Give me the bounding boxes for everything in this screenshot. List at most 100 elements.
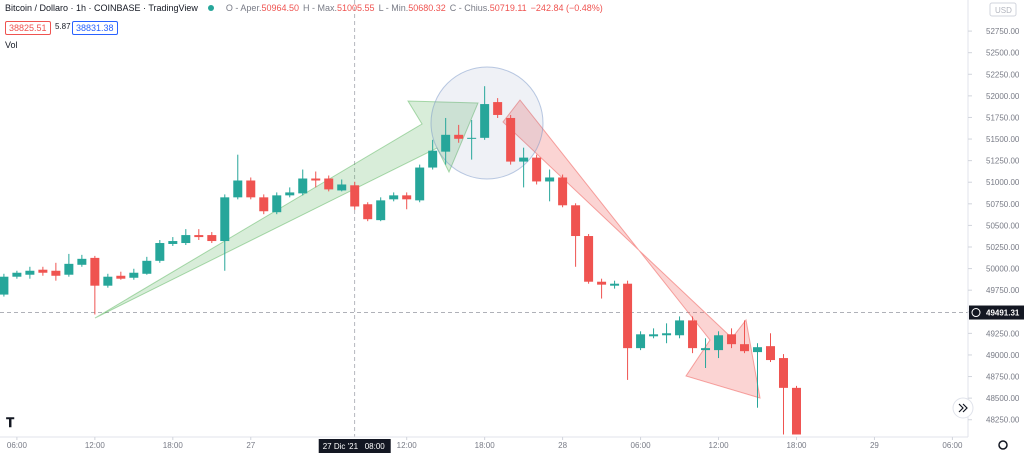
price-label-icon [971,308,981,318]
candle-body [272,195,282,213]
x-tick-label: 12:00 [397,441,418,450]
candle-body [259,197,269,212]
candle-body [324,178,334,190]
sell-button[interactable]: 38825.51 [5,21,51,35]
legend-label: L - Min. [378,3,409,13]
candle-body [12,272,22,277]
candle-body [714,335,724,351]
candle-body [532,157,542,182]
y-tick-label: 52000.00 [986,92,1020,101]
legend-value: 50964.50 [261,3,299,13]
candle-body [25,270,35,275]
indicator-label: Vol [5,40,18,50]
status-dot [207,5,214,11]
x-tick-label: 12:00 [709,441,730,450]
scroll-icon [958,403,968,413]
candle-body [220,197,230,242]
tv-logo: 𝐓 [6,415,15,430]
legend-label: O - Aper. [225,3,262,13]
candle-body [778,358,788,388]
legend-value: 50680.32 [408,3,446,13]
candle-body [428,150,438,168]
candle-body [467,137,477,139]
crosshair-date: 27 Dic '21 [323,442,359,451]
y-tick-label: 50750.00 [986,200,1020,209]
price-label-bg [969,305,1024,320]
x-tick-label: 12:00 [85,441,106,450]
candle-body [155,243,165,261]
y-tick-label: 52750.00 [986,27,1020,36]
candle-body [233,180,243,198]
symbol-title: Bitcoin / Dollaro · 1h · COINBASE · Trad… [5,3,198,13]
y-tick-label: 51000.00 [986,178,1020,187]
legend-value: 51005.55 [337,3,375,13]
legend-change: −242.84 (−0.48%) [530,3,603,13]
candle-body [480,104,490,138]
candle-body [0,276,9,295]
crosshair-time: 08:00 [365,442,386,451]
candle-body [51,270,61,276]
candle-body [311,178,321,181]
candle-body [350,185,360,207]
candle-body [168,241,178,244]
candle-body [90,257,100,286]
x-tick-label: 18:00 [163,441,184,450]
candle-body [662,333,672,336]
candle-body [558,177,568,206]
candle-body [103,276,113,286]
settings-icon[interactable] [998,440,1008,450]
currency-box: USD [989,2,1017,17]
x-tick-label: 28 [558,441,567,450]
candle-body [246,180,256,198]
candle-body [610,283,620,286]
candle-body [688,320,698,349]
price-label: 49491.31 [986,309,1020,318]
buy-button[interactable]: 38831.38 [72,21,118,35]
candle-body [454,134,464,139]
candle-body [298,178,308,194]
candle-body [571,205,581,237]
candle-body [519,157,529,162]
candle-body [337,184,347,191]
candle-body [402,195,412,200]
logo-glyph: 𝐓 [6,415,15,430]
candle-body [791,387,801,435]
candle-body [376,200,386,221]
y-tick-label: 48750.00 [986,373,1020,382]
y-tick-label: 50250.00 [986,243,1020,252]
y-tick-label: 52500.00 [986,49,1020,58]
candle-body [701,348,711,351]
candles [0,86,801,435]
x-tick-label: 18:00 [475,441,496,450]
y-tick-label: 49000.00 [986,351,1020,360]
currency: USD [995,6,1012,15]
y-tick-label: 51500.00 [986,135,1020,144]
legend-label: H - Max. [303,3,338,13]
currency-frame [989,2,1017,17]
legend: Bitcoin / Dollaro · 1h · COINBASE · Trad… [5,3,603,13]
crosshair-label-bg [318,439,391,453]
candle-body [363,204,373,220]
spread: 5.87 [55,22,71,31]
y-tick-label: 48250.00 [986,416,1020,425]
x-tick-label: 27 [246,441,255,450]
candle-body [740,344,750,352]
candle-body [64,263,74,275]
x-tick-label: 06:00 [942,441,963,450]
x-tick-label: 18:00 [786,441,807,450]
candle-body [506,117,516,162]
y-tick-label: 49750.00 [986,286,1020,295]
candle-body [38,269,48,273]
y-tick-label: 52250.00 [986,70,1020,79]
x-tick-label: 06:00 [7,441,28,450]
x-tick-label: 29 [870,441,879,450]
candle-body [194,235,204,238]
candle-body [636,334,646,349]
candle-body [727,334,737,345]
candle-body [545,177,555,182]
candle-body [415,167,425,201]
candle-body [389,195,399,200]
